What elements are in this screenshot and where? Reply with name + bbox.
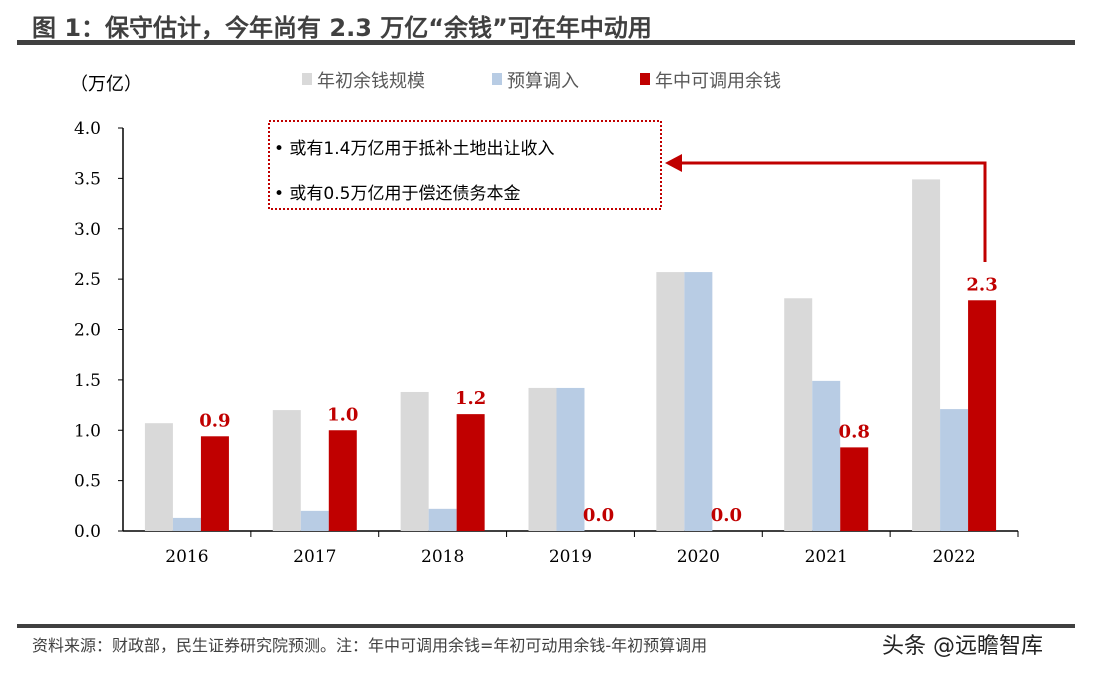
x-tick-label: 2016 xyxy=(165,547,208,567)
data-label: 0.8 xyxy=(839,421,870,442)
data-label: 2.3 xyxy=(966,274,997,295)
arrow-head-icon xyxy=(665,154,682,172)
source-note: 资料来源：财政部，民生证券研究院预测。注：年中可调用余钱=年初可动用余钱-年初预… xyxy=(32,636,708,655)
bar-midyear-available xyxy=(328,430,357,531)
legend-swatch xyxy=(302,73,312,85)
x-tick-label: 2019 xyxy=(549,547,592,567)
bar-initial-surplus xyxy=(912,179,941,531)
annotation-text: • 或有1.4万亿用于抵补土地出让收入 xyxy=(274,139,554,159)
bar-midyear-available xyxy=(968,300,997,531)
y-tick-label: 1.5 xyxy=(74,371,101,391)
watermark: 头条 @远瞻智库 xyxy=(882,634,1043,659)
annotation-arrow-line xyxy=(680,161,987,262)
data-label: 0.0 xyxy=(583,505,614,526)
bar-budget-transfer xyxy=(684,272,713,531)
y-tick-label: 0.0 xyxy=(74,522,101,542)
bar-budget-transfer xyxy=(556,387,585,531)
bar-midyear-available xyxy=(200,436,229,531)
data-label: 1.0 xyxy=(327,404,358,425)
legend-label: 年中可调用余钱 xyxy=(655,71,781,92)
bar-budget-transfer xyxy=(172,517,201,531)
bar-initial-surplus xyxy=(272,410,301,531)
bar-budget-transfer xyxy=(812,380,841,531)
bar-midyear-available xyxy=(840,447,869,531)
y-axis-unit: （万亿） xyxy=(70,74,142,95)
figure-title: 图 1：保守估计，今年尚有 2.3 万亿“余钱”可在年中动用 xyxy=(32,14,652,42)
annotation-box xyxy=(268,120,662,210)
bar-initial-surplus xyxy=(656,272,685,531)
y-tick-label: 1.0 xyxy=(74,421,101,441)
legend-label: 预算调入 xyxy=(507,71,579,92)
y-tick-label: 2.5 xyxy=(74,270,101,290)
data-label: 0.9 xyxy=(199,410,230,431)
x-tick-label: 2018 xyxy=(421,547,464,567)
legend-swatch xyxy=(640,73,650,85)
x-tick-label: 2017 xyxy=(293,547,336,567)
bar-initial-surplus xyxy=(400,391,429,531)
x-tick-label: 2022 xyxy=(932,547,975,567)
bar-budget-transfer xyxy=(940,409,969,531)
data-label: 1.2 xyxy=(455,388,486,409)
y-tick-label: 0.5 xyxy=(74,472,101,492)
y-tick-label: 4.0 xyxy=(74,119,101,139)
y-tick-label: 2.0 xyxy=(74,321,101,341)
footer-rule xyxy=(17,624,1075,628)
legend-swatch xyxy=(492,73,502,85)
data-label: 0.0 xyxy=(711,505,742,526)
bar-initial-surplus xyxy=(784,298,813,531)
legend-label: 年初余钱规模 xyxy=(317,71,425,92)
x-tick-label: 2020 xyxy=(677,547,720,567)
bar-budget-transfer xyxy=(428,508,457,531)
y-tick-label: 3.5 xyxy=(74,169,101,189)
bar-budget-transfer xyxy=(300,510,329,531)
y-tick-label: 3.0 xyxy=(74,220,101,240)
bar-initial-surplus xyxy=(528,387,557,531)
bar-midyear-available xyxy=(456,414,485,531)
bar-initial-surplus xyxy=(144,423,173,531)
x-tick-label: 2021 xyxy=(805,547,848,567)
title-rule xyxy=(17,40,1075,45)
annotation-text: • 或有0.5万亿用于偿还债务本金 xyxy=(274,184,520,204)
